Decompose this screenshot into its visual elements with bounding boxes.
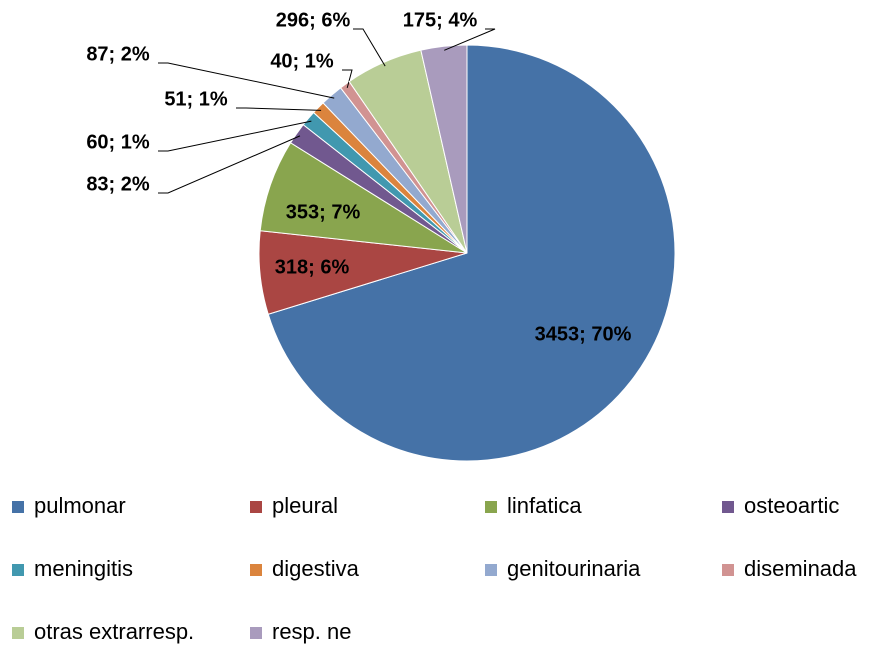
legend-label: digestiva <box>272 556 360 581</box>
data-label: 87; 2% <box>86 43 150 65</box>
data-label: 83; 2% <box>86 173 150 195</box>
legend-swatch <box>722 564 734 576</box>
legend-label: otras extrarresp. <box>34 619 194 644</box>
legend-swatch <box>250 627 262 639</box>
data-label: 175; 4% <box>403 9 478 31</box>
leader-line <box>353 28 386 67</box>
legend-label: linfatica <box>507 493 582 518</box>
data-label: 3453; 70% <box>535 323 632 345</box>
legend-swatch <box>12 564 24 576</box>
legend-swatch <box>12 501 24 513</box>
data-label: 296; 6% <box>276 9 351 31</box>
leader-line <box>158 62 335 99</box>
data-label: 60; 1% <box>86 131 150 153</box>
data-label: 40; 1% <box>270 50 334 72</box>
legend-swatch <box>485 501 497 513</box>
leader-line <box>158 120 312 152</box>
pie-slice <box>420 44 468 254</box>
legend-label: pulmonar <box>34 493 126 518</box>
legend-label: diseminada <box>744 556 857 581</box>
data-label: 318; 6% <box>275 256 350 278</box>
data-label: 353; 7% <box>286 201 361 223</box>
legend-swatch <box>250 564 262 576</box>
pie-slice <box>267 44 676 462</box>
legend-swatch <box>485 564 497 576</box>
legend-swatch <box>250 501 262 513</box>
legend-swatch <box>722 501 734 513</box>
data-label: 51; 1% <box>164 88 228 110</box>
legend-label: pleural <box>272 493 338 518</box>
leader-line <box>444 28 496 51</box>
legend-label: osteoartic <box>744 493 839 518</box>
leader-line <box>236 107 322 111</box>
legend-label: resp. ne <box>272 619 352 644</box>
leader-line <box>342 69 353 88</box>
leader-line <box>158 135 301 194</box>
legend-swatch <box>12 627 24 639</box>
legend-label: meningitis <box>34 556 133 581</box>
legend-label: genitourinaria <box>507 556 641 581</box>
